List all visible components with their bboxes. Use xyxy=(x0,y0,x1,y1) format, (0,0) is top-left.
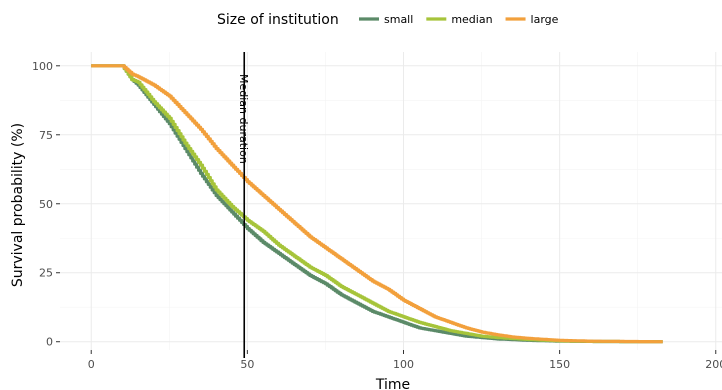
y-axis-title: Survival probability (%) xyxy=(10,123,26,287)
y-tick-label: 50 xyxy=(39,198,53,211)
legend-items: small median large xyxy=(359,13,559,26)
legend-label-small: small xyxy=(384,13,413,26)
y-axis-ticks: 0 25 50 75 100 xyxy=(32,60,60,349)
x-tick-label: 150 xyxy=(549,358,570,371)
median-duration-label: Median duration xyxy=(237,74,250,164)
legend-label-median: median xyxy=(451,13,492,26)
legend: Size of institution small median large xyxy=(217,12,559,28)
x-tick-label: 100 xyxy=(393,358,414,371)
grid xyxy=(60,52,722,350)
x-tick-label: 200 xyxy=(705,358,722,371)
legend-title: Size of institution xyxy=(217,12,339,28)
y-tick-label: 25 xyxy=(39,267,53,280)
plot-panel: Median duration xyxy=(60,52,722,358)
y-tick-label: 0 xyxy=(46,336,53,349)
series-line-large xyxy=(91,64,663,344)
x-axis-title: Time xyxy=(375,377,410,390)
x-tick-label: 0 xyxy=(88,358,95,371)
y-tick-label: 100 xyxy=(32,60,53,73)
legend-label-large: large xyxy=(531,13,559,26)
y-tick-label: 75 xyxy=(39,129,53,142)
x-tick-label: 50 xyxy=(240,358,254,371)
series-lines xyxy=(91,64,663,344)
x-axis-ticks: 0 50 100 150 200 xyxy=(88,350,722,371)
